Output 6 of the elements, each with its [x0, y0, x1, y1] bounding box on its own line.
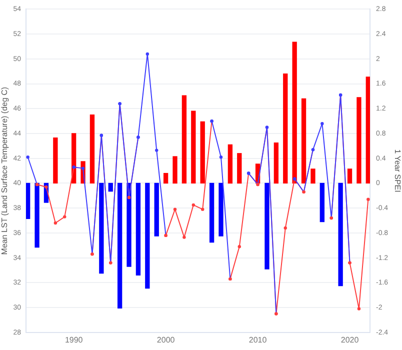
x-tick-label: 2010	[248, 335, 268, 344]
x-tick-label: 1990	[64, 335, 84, 344]
y2-axis-title: 1 Year SPEI	[392, 149, 402, 192]
y-axis-title: Mean LST (Land Surface Temperature) (deg C)	[0, 86, 10, 255]
x-tick-label: 2000	[156, 335, 176, 344]
x-tick-label: 2020	[340, 335, 360, 344]
